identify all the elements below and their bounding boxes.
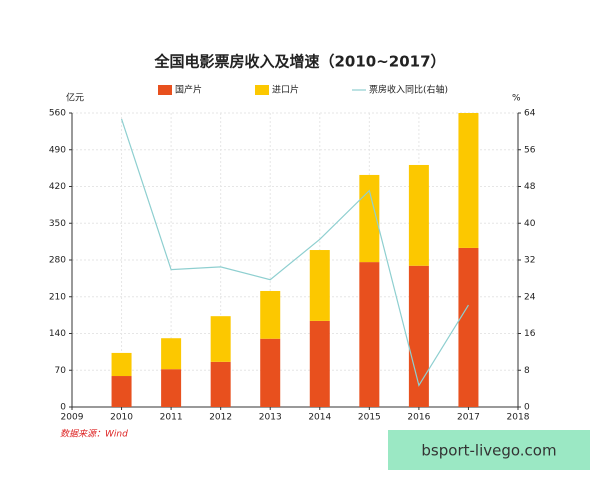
x-tick-label: 2010	[110, 413, 133, 423]
bar	[458, 247, 479, 407]
legend-swatch	[158, 85, 172, 95]
bar	[210, 316, 231, 362]
bar	[408, 164, 429, 266]
watermark: bsport-livego.com	[421, 442, 556, 460]
bar	[111, 352, 132, 377]
y-tick-label: 140	[49, 329, 66, 339]
y-tick-label: 0	[60, 403, 66, 413]
x-tick-label: 2016	[407, 413, 430, 423]
y2-tick-label: 48	[524, 182, 536, 192]
bar	[111, 376, 132, 407]
line	[120, 118, 469, 387]
y2-axis-label: %	[512, 94, 521, 104]
source: 数据来源：Wind	[60, 429, 128, 440]
legend-swatch	[255, 85, 269, 95]
y-tick-label: 490	[49, 145, 66, 155]
y-tick-label: 560	[49, 109, 66, 119]
x-tick-label: 2009	[61, 413, 84, 423]
bar	[359, 174, 380, 263]
watermark-box	[388, 430, 590, 470]
y-axis-label: 亿元	[66, 92, 84, 104]
y-tick-label: 210	[49, 292, 66, 302]
legend-label: 国产片	[175, 84, 202, 96]
bar	[408, 265, 429, 407]
x-tick-label: 2015	[358, 413, 381, 423]
bar	[210, 361, 231, 407]
y2-tick-label: 64	[524, 109, 536, 119]
y-tick-label: 70	[55, 366, 67, 376]
chart-title: 全国电影票房收入及增速（2010~2017）	[153, 53, 445, 71]
legend-label: 票房收入同比(右轴)	[369, 84, 448, 96]
x-tick-label: 2012	[209, 413, 232, 423]
legend-label: 进口片	[272, 84, 299, 96]
bar	[161, 338, 182, 370]
y2-tick-label: 56	[524, 145, 536, 155]
y2-tick-label: 0	[524, 403, 530, 413]
y-tick-label: 280	[49, 256, 66, 266]
bar	[309, 320, 330, 407]
y2-tick-label: 32	[524, 256, 535, 266]
bar	[309, 250, 330, 321]
bar	[359, 262, 380, 407]
y-tick-label: 420	[49, 182, 66, 192]
y2-tick-label: 16	[524, 329, 536, 339]
x-tick-label: 2018	[507, 413, 530, 423]
x-tick-label: 2017	[457, 413, 480, 423]
x-tick-label: 2011	[160, 413, 183, 423]
bar	[260, 290, 281, 339]
bar	[458, 113, 479, 248]
y2-tick-label: 24	[524, 292, 536, 302]
y-tick-label: 350	[49, 219, 66, 229]
y2-tick-label: 40	[524, 219, 536, 229]
y2-tick-label: 8	[524, 366, 530, 376]
bar	[161, 369, 182, 407]
x-tick-label: 2014	[308, 413, 331, 423]
bar	[260, 338, 281, 407]
x-tick-label: 2013	[259, 413, 282, 423]
